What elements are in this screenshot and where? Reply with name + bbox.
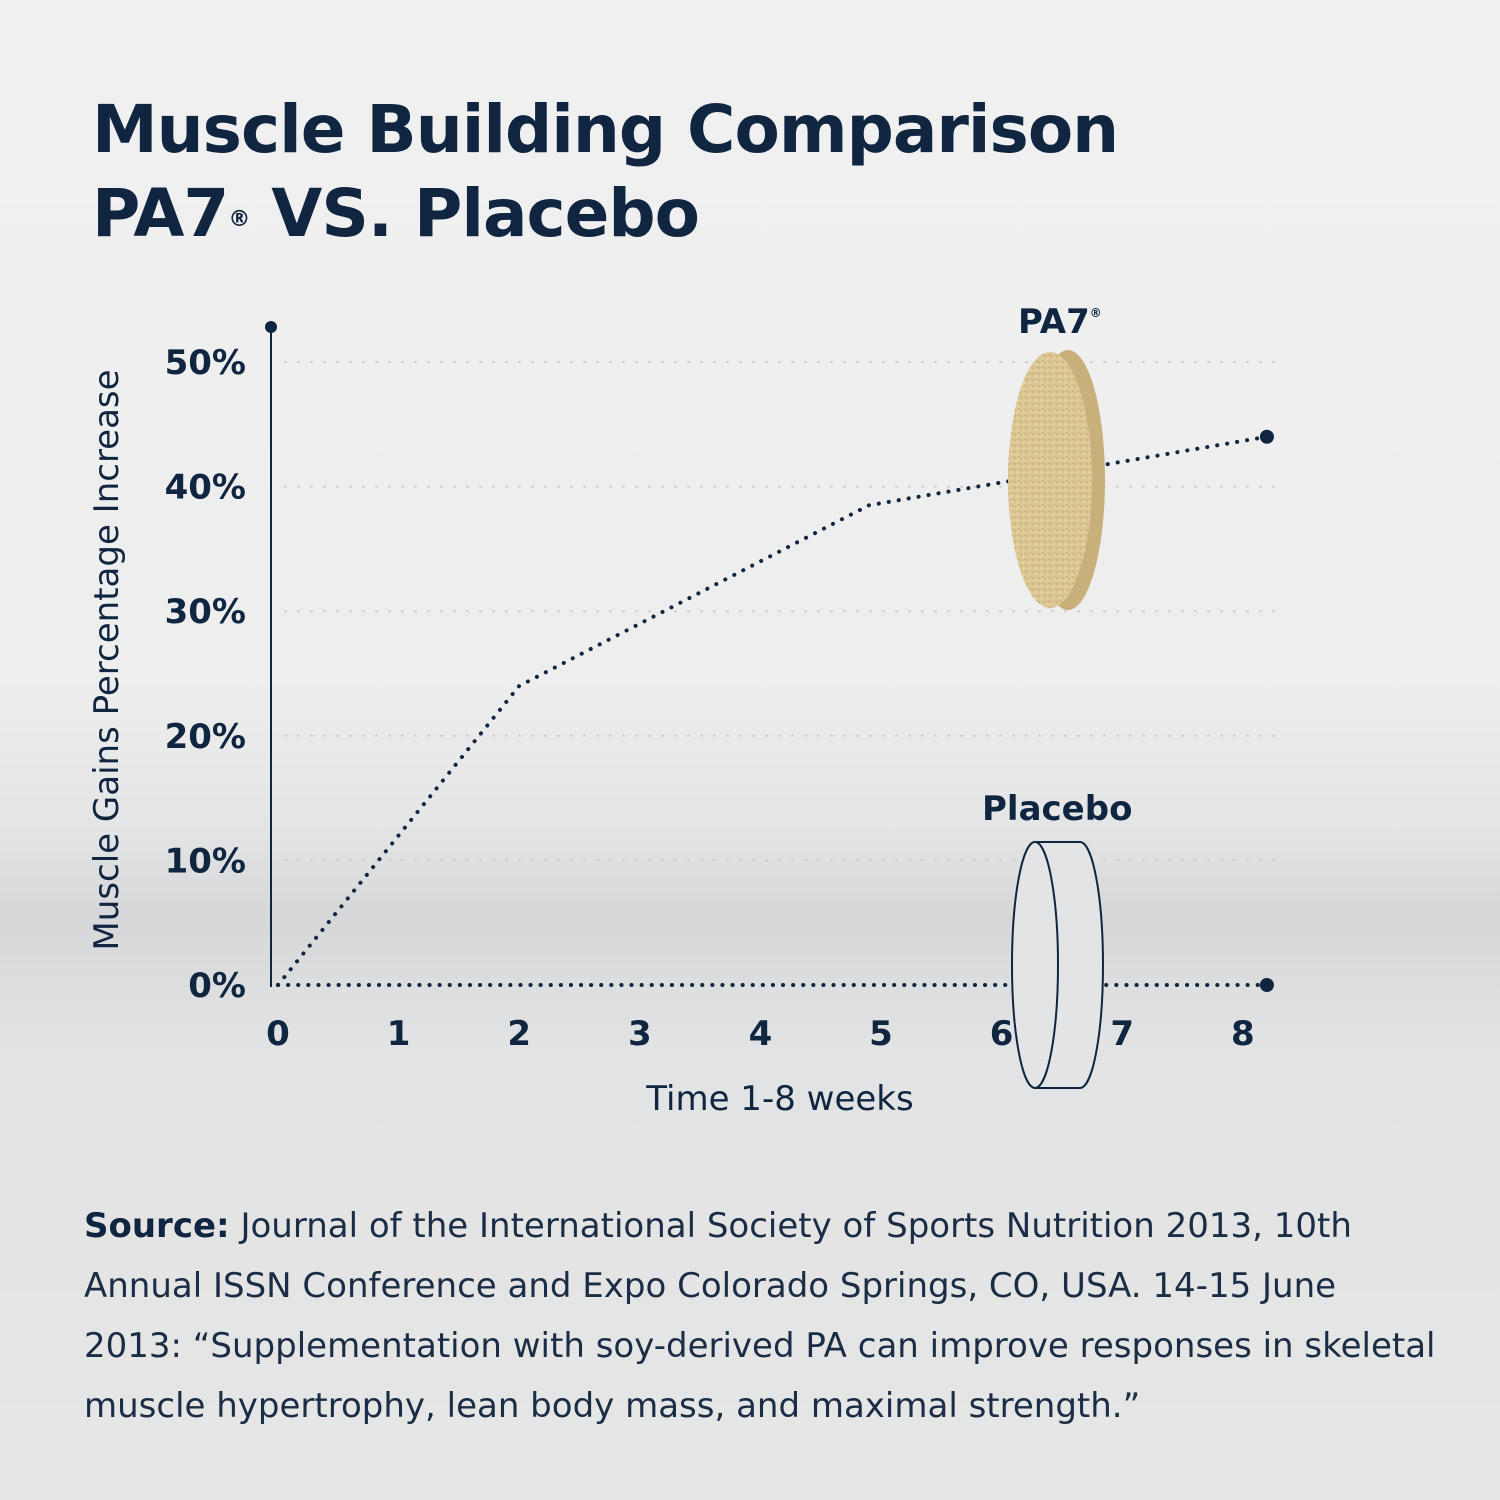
y-tick-label: 20% bbox=[165, 717, 246, 757]
y-tick-label: 0% bbox=[188, 966, 246, 1006]
source-label: Source: bbox=[84, 1206, 230, 1246]
series-end-point bbox=[1259, 978, 1274, 992]
source-citation: Source: Journal of the International Soc… bbox=[84, 1196, 1444, 1436]
y-tick-label: 40% bbox=[165, 468, 246, 508]
title-pa7: PA7 bbox=[92, 175, 229, 252]
x-tick-label: 1 bbox=[387, 1014, 411, 1054]
pa7-label: PA7® bbox=[1018, 302, 1102, 342]
y-axis-end-dot bbox=[265, 321, 277, 333]
x-tick-label: 8 bbox=[1231, 1014, 1255, 1054]
y-tick-label: 10% bbox=[165, 841, 246, 881]
title-vs-placebo: VS. Placebo bbox=[249, 175, 700, 252]
chart-title: Muscle Building Comparison PA7® VS. Plac… bbox=[92, 88, 1119, 256]
title-registered-mark: ® bbox=[228, 207, 250, 232]
source-text: Journal of the International Society of … bbox=[84, 1206, 1436, 1426]
x-tick-label: 6 bbox=[990, 1014, 1014, 1054]
x-tick-label: 7 bbox=[1110, 1014, 1134, 1054]
placebo-label: Placebo bbox=[982, 789, 1132, 829]
y-axis-label: Muscle Gains Percentage Increase bbox=[87, 369, 127, 950]
x-tick-label: 3 bbox=[628, 1014, 652, 1054]
series-end-point bbox=[1259, 429, 1274, 444]
title-line-1: Muscle Building Comparison bbox=[92, 91, 1119, 168]
placebo-tablet-outline bbox=[1011, 841, 1104, 1089]
y-tick-label: 50% bbox=[165, 343, 246, 383]
x-tick-label: 5 bbox=[869, 1014, 893, 1054]
x-tick-label: 2 bbox=[507, 1014, 531, 1054]
x-tick-label: 4 bbox=[749, 1014, 773, 1054]
x-tick-label: 0 bbox=[266, 1014, 290, 1054]
y-tick-label: 30% bbox=[165, 592, 246, 632]
series-line-pa7 bbox=[276, 434, 1269, 987]
x-axis-label: Time 1-8 weeks bbox=[645, 1079, 913, 1119]
pa7-tablet-image bbox=[1008, 350, 1105, 610]
